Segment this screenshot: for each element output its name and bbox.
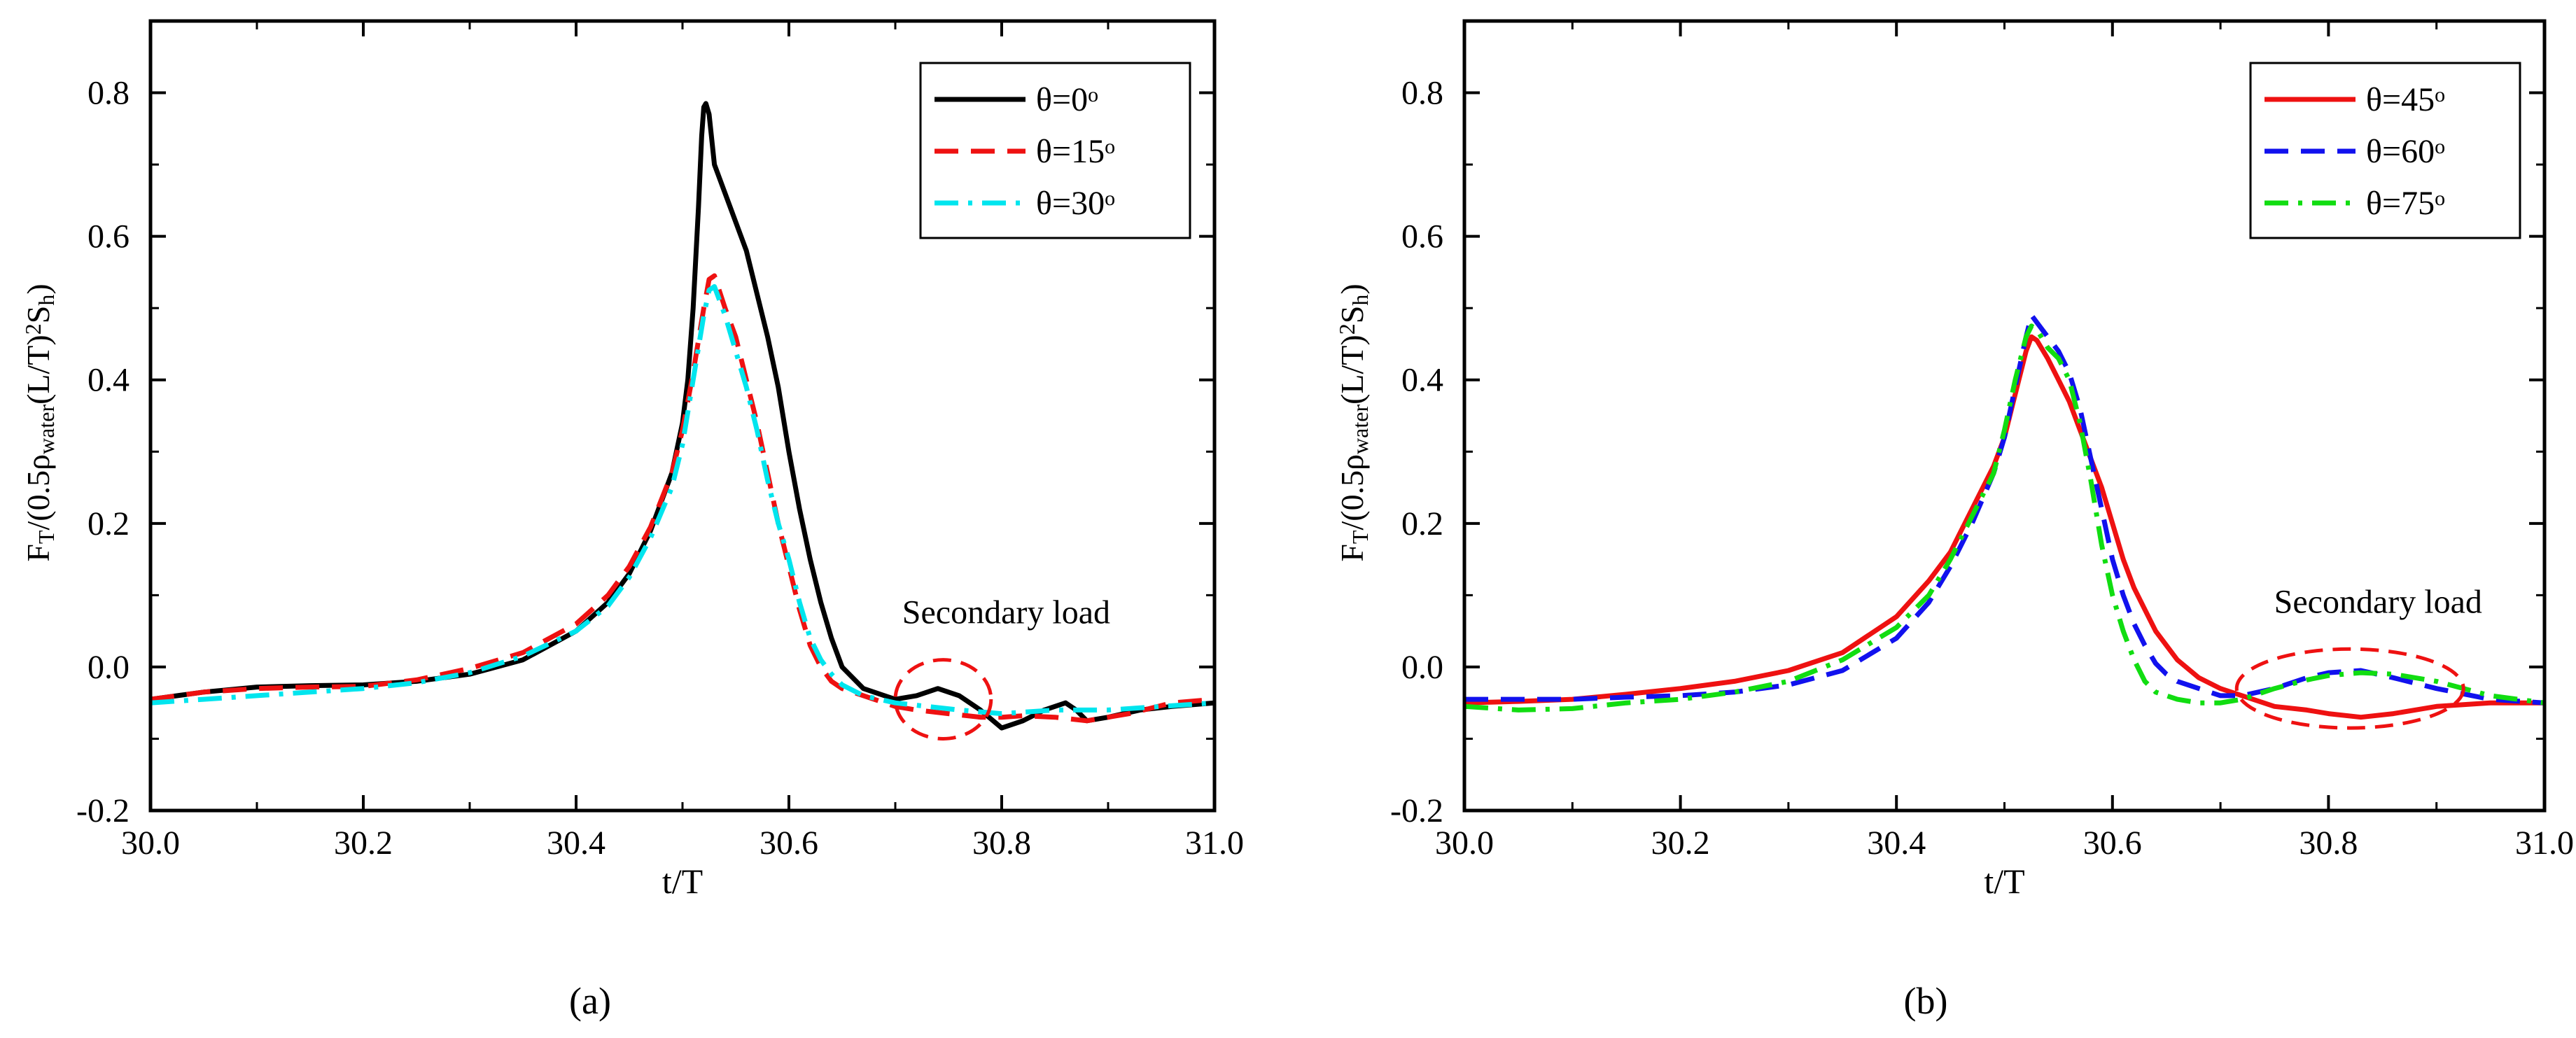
panel-a-plot-frame: [148, 19, 1217, 813]
panel-b-annotation-text: Secondary load: [2274, 583, 2482, 620]
panel-b-x-axis-title: t/T: [1984, 862, 2024, 901]
panel-b-legend-label: θ=60o: [2366, 133, 2445, 170]
panel-b-legend-label-text: θ=75: [2366, 185, 2435, 222]
panel-a-y-axis-title-part: /(0.5ρ: [20, 454, 56, 531]
panel-b-legend-box: [2249, 62, 2521, 239]
panel-a-x-tick-label: 31.0: [1185, 825, 1244, 862]
panel-b-y-axis-title-part: 2: [1334, 323, 1359, 335]
panel-b-series-line-3: [1464, 323, 2544, 713]
panel-b-y-tick-label: 0.8: [1401, 75, 1443, 112]
panel-b-y-axis-title-part: ): [1334, 283, 1370, 294]
panel-a-series-line-3: [150, 283, 1214, 717]
panel-b-annotation-layer: Secondary load: [2234, 583, 2482, 730]
panel-a-legend-label-degree: o: [1088, 83, 1098, 106]
panel-a-ticks-layer: 30.0 30.2 30.4 30.6 30.8 31.0 -0.2 0.0 0.2 0.4 0.6…: [76, 21, 1244, 862]
panel-b-x-tick-label: 30.8: [2299, 825, 2358, 862]
panel-a-legend-label-text: θ=30: [1036, 185, 1105, 222]
panel-a-y-tick-label: 0.0: [88, 649, 130, 686]
panel-b-x-tick-label: 30.6: [2083, 825, 2142, 862]
panel-a-x-tick-label: 30.0: [121, 825, 180, 862]
panel-b: 30.0 30.2 30.4 30.6 30.8 31.0 -0.2 0.0 0.2 0.4 0.6…: [1334, 19, 2574, 1022]
panel-b-secondary-load-ellipse: [2234, 647, 2465, 730]
panel-b-series-layer: [1464, 312, 2544, 720]
panel-a-y-axis-title-part: S: [20, 306, 56, 324]
panel-a-y-tick-label: -0.2: [76, 792, 130, 829]
panel-b-y-tick-label: 0.0: [1401, 649, 1443, 686]
panel-a-y-axis-title-part: F: [20, 544, 56, 562]
panel-a-y-axis-title-part: ): [20, 283, 56, 294]
panel-b-y-axis-title-part: (L/T): [1334, 335, 1370, 405]
panel-b-legend-label-text: θ=60: [2366, 133, 2435, 170]
panel-a-y-axis-title: FT/(0.5ρwater(L/T)2Sh): [20, 283, 59, 561]
panel-a: 30.0 30.2 30.4 30.6 30.8 31.0 -0.2 0.0 0.2 0.4 0.6…: [20, 19, 1244, 1022]
panel-b-y-tick-label: 0.4: [1401, 362, 1443, 399]
panel-a-secondary-load-ellipse: [893, 658, 993, 741]
panel-a-x-tick-label: 30.4: [547, 825, 606, 862]
panel-b-legend-label-degree: o: [2435, 135, 2445, 158]
panel-a-y-axis-title-part: 2: [20, 323, 46, 335]
panel-a-x-tick-label: 30.8: [972, 825, 1031, 862]
panel-a-legend-label-degree: o: [1105, 187, 1115, 210]
panel-b-legend-label-degree: o: [2435, 187, 2445, 210]
panel-a-series-layer: [150, 101, 1214, 731]
panel-b-y-axis-title-part: water: [1348, 405, 1373, 454]
panel-b-y-tick-label: 0.6: [1401, 218, 1443, 255]
panel-b-y-axis-title-part: h: [1348, 295, 1373, 306]
panel-a-legend-label: θ=0o: [1036, 81, 1098, 118]
panel-a-legend-box: [919, 62, 1191, 239]
panel-a-legend-label: θ=15o: [1036, 133, 1115, 170]
panel-a-x-tick-label: 30.2: [334, 825, 393, 862]
panel-b-legend-label: θ=45o: [2366, 81, 2445, 118]
panel-a-label: (a): [569, 980, 611, 1022]
panel-a-y-axis-title-part: h: [34, 295, 59, 306]
panel-b-legend-label-degree: o: [2435, 83, 2445, 106]
panel-b-x-tick-label: 30.0: [1435, 825, 1494, 862]
panel-a-legend-label-text: θ=15: [1036, 133, 1105, 170]
panel-b-label: (b): [1904, 980, 1948, 1022]
panel-b-legend-label: θ=75o: [2366, 185, 2445, 222]
panel-b-series-line-2: [1464, 312, 2544, 706]
panel-b-x-tick-label: 30.4: [1867, 825, 1926, 862]
panel-b-y-tick-label: -0.2: [1390, 792, 1443, 829]
panel-b-legend-label-text: θ=45: [2366, 81, 2435, 118]
panel-a-legend-label-degree: o: [1105, 135, 1115, 158]
panel-a-y-tick-label: 0.8: [88, 75, 130, 112]
panel-b-x-tick-label: 31.0: [2515, 825, 2574, 862]
panel-a-y-axis-title-part: (L/T): [20, 335, 56, 405]
panel-a-x-axis-title: t/T: [662, 862, 703, 901]
panel-b-plot-frame: [1462, 19, 2547, 813]
panel-a-legend-label-text: θ=0: [1036, 81, 1088, 118]
panel-a-x-tick-label: 30.6: [760, 825, 818, 862]
panel-b-y-axis-title-part: /(0.5ρ: [1334, 454, 1370, 531]
panel-a-y-axis-title-part: water: [34, 405, 59, 454]
panel-a-y-tick-label: 0.4: [88, 362, 130, 399]
panel-a-y-tick-label: 0.2: [88, 505, 130, 542]
panel-a-y-axis-title-part: T: [34, 530, 59, 544]
panel-a-annotation-text: Secondary load: [902, 594, 1110, 631]
panel-b-series-line-1: [1464, 334, 2544, 720]
panel-b-y-axis-title-part: F: [1334, 544, 1370, 562]
panel-b-y-tick-label: 0.2: [1401, 505, 1443, 542]
panel-a-y-tick-label: 0.6: [88, 218, 130, 255]
panel-a-legend-label: θ=30o: [1036, 185, 1115, 222]
panel-b-y-axis-title: FT/(0.5ρwater(L/T)2Sh): [1334, 283, 1373, 561]
panel-b-y-axis-title-part: T: [1348, 530, 1373, 544]
panel-b-ticks-layer: 30.0 30.2 30.4 30.6 30.8 31.0 -0.2 0.0 0.2 0.4 0.6…: [1390, 21, 2574, 862]
panel-b-y-axis-title-part: S: [1334, 306, 1370, 324]
panel-a-annotation-layer: Secondary load: [893, 594, 1110, 741]
panel-b-x-tick-label: 30.2: [1651, 825, 1710, 862]
